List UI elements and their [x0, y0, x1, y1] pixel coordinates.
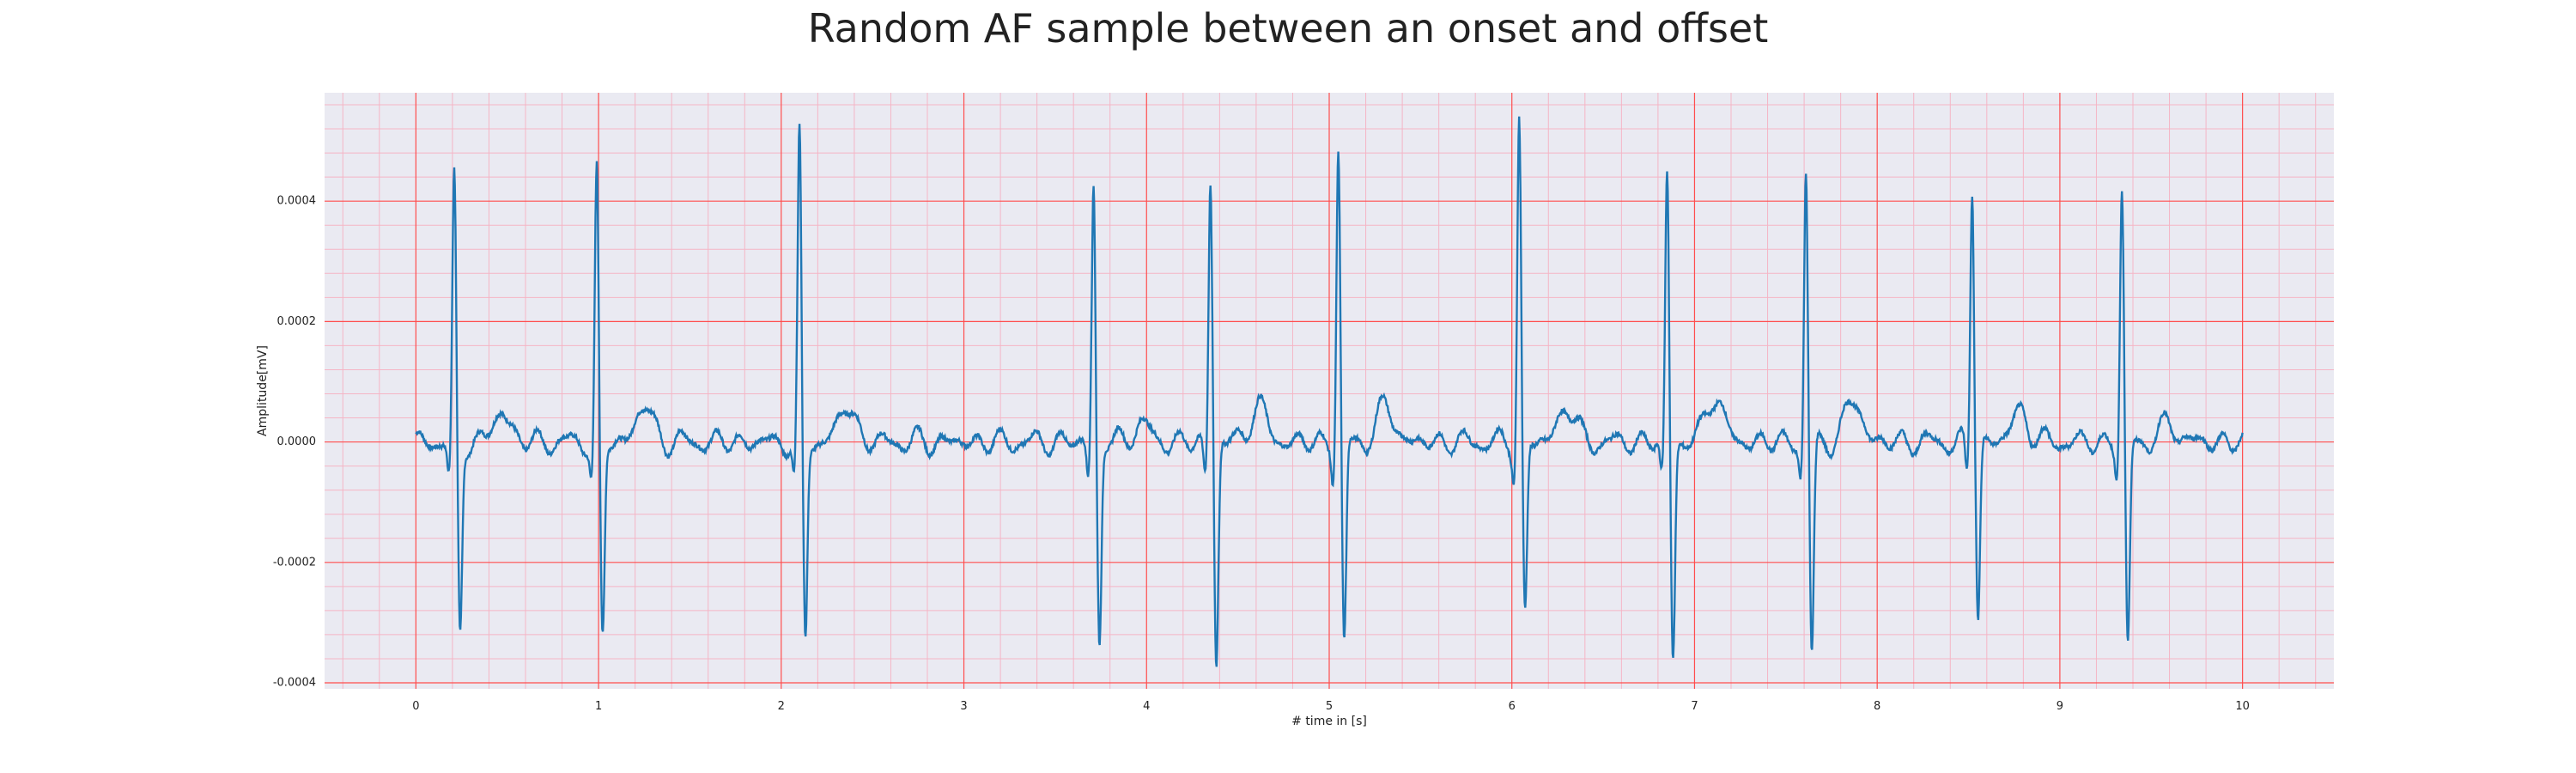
x-tick-label: 5 — [1326, 700, 1333, 713]
ecg-series-line — [415, 116, 2244, 667]
x-tick-label: 3 — [960, 700, 967, 713]
x-tick-label: 4 — [1143, 700, 1150, 713]
x-tick-label: 2 — [778, 700, 785, 713]
y-tick-labels: -0.0004 -0.0002 0.0000 0.0002 0.0004 — [273, 195, 316, 690]
y-tick-label: 0.0000 — [277, 435, 317, 448]
y-tick-label: 0.0002 — [277, 315, 317, 328]
x-tick-label: 0 — [412, 700, 419, 713]
x-tick-label: 1 — [595, 700, 602, 713]
x-tick-label: 10 — [2235, 700, 2250, 713]
x-tick-label: 8 — [1874, 700, 1880, 713]
x-tick-label: 6 — [1509, 700, 1516, 713]
x-axis-label: # time in [s] — [1291, 715, 1367, 728]
x-tick-labels: 0 1 2 3 4 5 6 7 8 9 10 — [412, 700, 2250, 713]
y-tick-label: -0.0002 — [273, 556, 316, 569]
y-tick-label: -0.0004 — [273, 676, 316, 689]
x-tick-label: 7 — [1691, 700, 1698, 713]
x-tick-label: 9 — [2057, 700, 2063, 713]
y-tick-label: 0.0004 — [277, 195, 317, 208]
y-axis-label: Amplitude[mV] — [256, 345, 270, 436]
chart-title: Random AF sample between an onset and of… — [807, 5, 1769, 52]
